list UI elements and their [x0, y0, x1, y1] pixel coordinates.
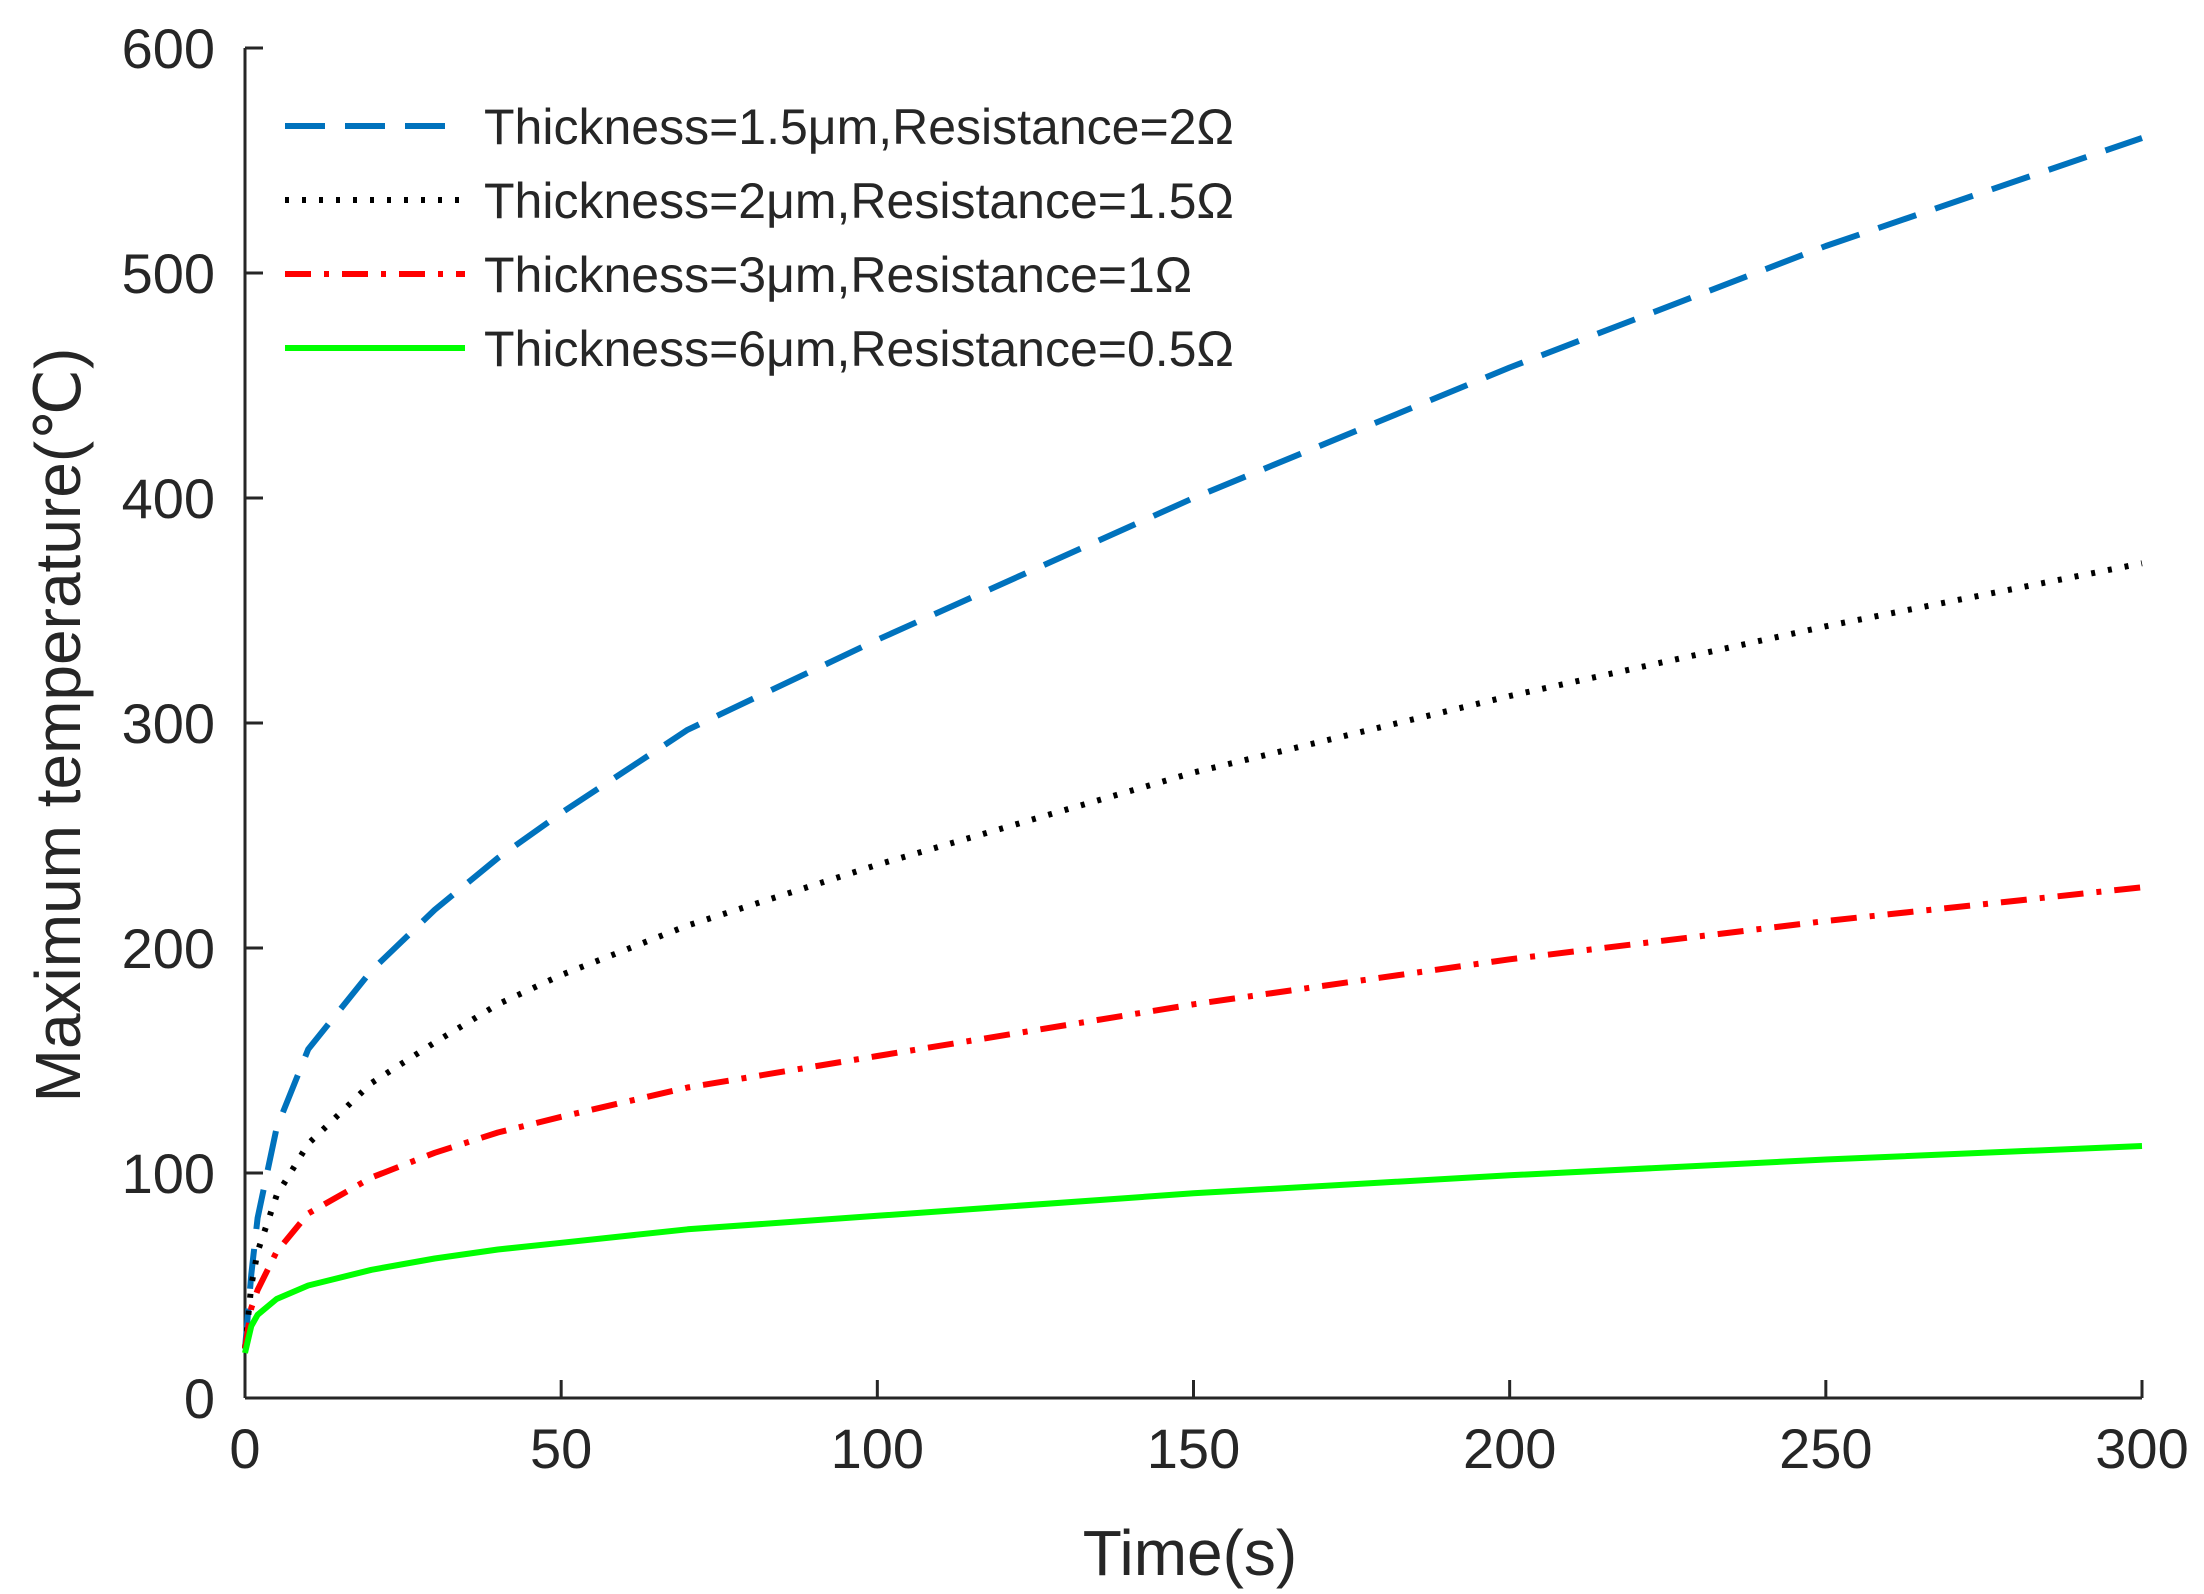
- legend-label-3: Thickness=3μm,Resistance=1Ω: [484, 247, 1192, 303]
- series-line-4: [242, 1143, 2143, 1354]
- axes: 0 50 100 150 200 250 300 0 100 200 300 400 500 600: [122, 17, 2189, 1480]
- y-tick-label: 100: [122, 1142, 215, 1205]
- x-tick-label: 0: [229, 1417, 260, 1480]
- series-line-1: [242, 135, 2143, 1349]
- legend-label-2: Thickness=2μm,Resistance=1.5Ω: [484, 173, 1234, 229]
- series-line-3: [242, 884, 2143, 1349]
- x-tick-label: 200: [1463, 1417, 1556, 1480]
- y-axis-title: Maximum temperature(℃): [22, 348, 94, 1103]
- x-tick-label: 100: [831, 1417, 924, 1480]
- series-line-2: [242, 560, 2143, 1349]
- x-tick-label: 250: [1779, 1417, 1872, 1480]
- x-tick-label: 50: [530, 1417, 592, 1480]
- x-axis-title: Time(s): [1083, 1517, 1297, 1589]
- y-tick-label: 200: [122, 917, 215, 980]
- y-tick-label: 400: [122, 467, 215, 530]
- y-tick-label: 600: [122, 17, 215, 80]
- y-tick-label: 300: [122, 692, 215, 755]
- y-tick-label: 0: [184, 1367, 215, 1430]
- x-tick-label: 150: [1147, 1417, 1240, 1480]
- legend: Thickness=1.5μm,Resistance=2Ω Thickness=2…: [285, 99, 1234, 377]
- legend-label-1: Thickness=1.5μm,Resistance=2Ω: [484, 99, 1234, 155]
- legend-label-4: Thickness=6μm,Resistance=0.5Ω: [484, 321, 1234, 377]
- y-tick-label: 500: [122, 242, 215, 305]
- plot-area: [242, 135, 2143, 1354]
- x-tick-label: 300: [2095, 1417, 2188, 1480]
